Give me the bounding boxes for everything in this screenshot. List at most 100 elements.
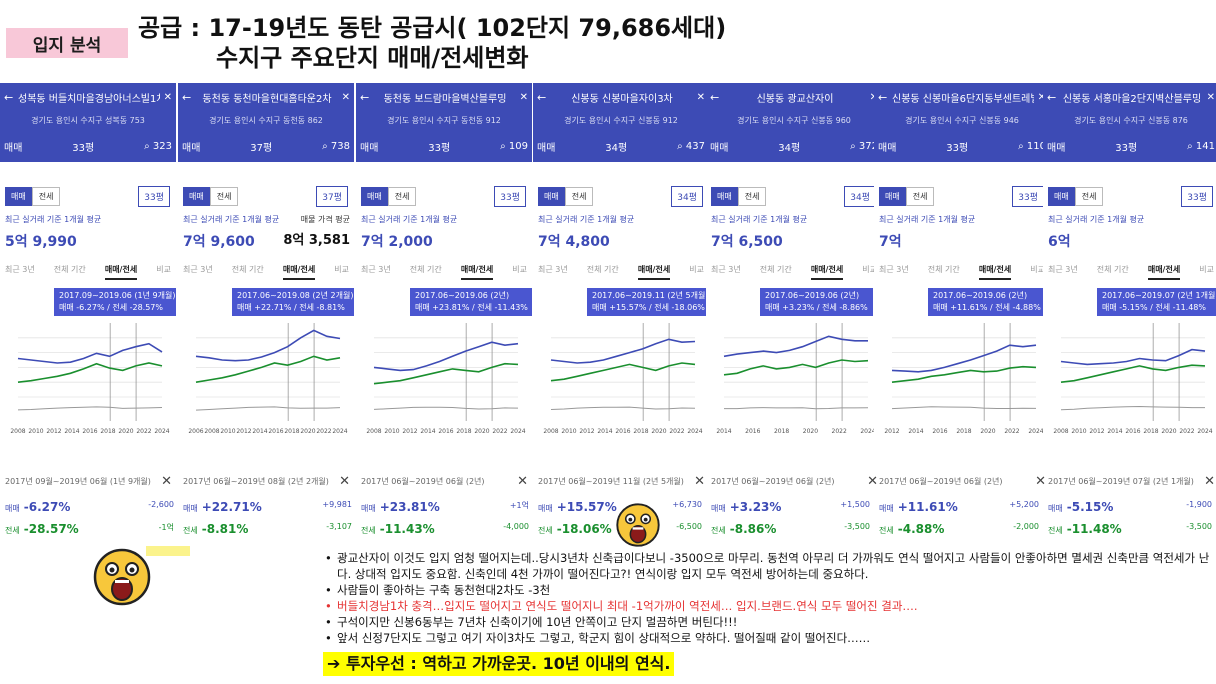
size-dropdown[interactable]: 33평 (138, 186, 170, 207)
deal-type-select[interactable]: 매매 (1047, 142, 1066, 154)
close-icon[interactable]: ✕ (163, 92, 172, 103)
size-select[interactable]: 33평 (72, 142, 95, 154)
deal-type-select[interactable]: 매매 (360, 142, 379, 154)
tab-jeonse[interactable]: 전세 (387, 187, 417, 206)
comment-count[interactable]: ⌕ 437 (677, 141, 705, 152)
back-arrow-icon[interactable]: ← (537, 91, 547, 104)
apartment-address: 경기도 용인시 수지구 동천동 912 (387, 116, 501, 125)
period-tab[interactable]: 비교 (156, 265, 171, 274)
close-icon[interactable]: ✕ (867, 474, 878, 489)
period-tab[interactable]: 최근 3년 (538, 265, 568, 274)
back-arrow-icon[interactable]: ← (878, 91, 888, 104)
deal-type-select[interactable]: 매매 (4, 142, 23, 154)
back-arrow-icon[interactable]: ← (360, 91, 370, 104)
period-tab[interactable]: 전체 기간 (231, 265, 264, 274)
period-tab[interactable]: 매매/전세 (460, 264, 494, 280)
period-tab[interactable]: 전체 기간 (759, 265, 792, 274)
x-tick-label: 2022 (1004, 428, 1019, 435)
period-tab[interactable]: 최근 3년 (5, 265, 35, 274)
size-select[interactable]: 33평 (946, 142, 969, 154)
tab-jeonse[interactable]: 전세 (1074, 187, 1104, 206)
period-tab[interactable]: 최근 3년 (711, 265, 741, 274)
close-icon[interactable]: ✕ (1206, 92, 1215, 103)
close-icon[interactable]: ✕ (341, 92, 350, 103)
period-tab[interactable]: 전체 기간 (586, 265, 619, 274)
comment-count-value: 110 (1026, 140, 1046, 152)
close-icon[interactable]: ✕ (696, 92, 705, 103)
period-tab[interactable]: 비교 (862, 265, 877, 274)
period-tab[interactable]: 전체 기간 (927, 265, 960, 274)
close-icon[interactable]: ✕ (519, 92, 528, 103)
period-tab[interactable]: 매매/전세 (978, 264, 1012, 280)
period-tab[interactable]: 매매/전세 (810, 264, 844, 280)
tab-sale[interactable]: 매매 (879, 187, 906, 206)
tab-jeonse[interactable]: 전세 (209, 187, 239, 206)
size-dropdown[interactable]: 33평 (494, 186, 526, 207)
tab-jeonse[interactable]: 전세 (737, 187, 767, 206)
back-arrow-icon[interactable]: ← (4, 91, 14, 104)
period-tab[interactable]: 비교 (512, 265, 527, 274)
period-tab[interactable]: 비교 (689, 265, 704, 274)
tab-sale[interactable]: 매매 (538, 187, 565, 206)
size-select[interactable]: 37평 (250, 142, 273, 154)
size-dropdown[interactable]: 37평 (316, 186, 348, 207)
close-icon[interactable]: ✕ (1035, 474, 1046, 489)
size-select[interactable]: 34평 (778, 142, 801, 154)
close-icon[interactable]: ✕ (339, 474, 350, 489)
back-arrow-icon[interactable]: ← (1047, 91, 1057, 104)
period-tab[interactable]: 최근 3년 (183, 265, 213, 274)
period-tab[interactable]: 매매/전세 (104, 264, 138, 280)
size-dropdown[interactable]: 33평 (1012, 186, 1044, 207)
close-icon[interactable]: ✕ (866, 92, 878, 103)
size-dropdown[interactable]: 34평 (671, 186, 703, 207)
size-select[interactable]: 33평 (1115, 142, 1138, 154)
period-tab[interactable]: 최근 3년 (361, 265, 391, 274)
close-icon[interactable]: ✕ (694, 474, 705, 489)
period-tab[interactable]: 비교 (1030, 265, 1045, 274)
period-tab[interactable]: 비교 (334, 265, 349, 274)
period-tab[interactable]: 매매/전세 (637, 264, 671, 280)
deal-type-select[interactable]: 매매 (878, 142, 897, 154)
filter-bar: 매매 37평 ⌕ 738 (178, 130, 354, 162)
apartment-panel: ← 동천동 보드람마을벽산블루밍 ✕ 경기도 용인시 수지구 동천동 912 매매 33평… (356, 83, 532, 458)
period-tab[interactable]: 최근 3년 (879, 265, 909, 274)
tab-sale[interactable]: 매매 (183, 187, 210, 206)
comment-count[interactable]: ⌕ 372 (850, 141, 878, 152)
tab-sale[interactable]: 매매 (711, 187, 738, 206)
size-select[interactable]: 34평 (605, 142, 628, 154)
period-tab[interactable]: 비교 (1199, 265, 1214, 274)
period-tab[interactable]: 매매/전세 (282, 264, 316, 280)
period-tab[interactable]: 전체 기간 (409, 265, 442, 274)
period-tab[interactable]: 최근 3년 (1048, 265, 1078, 274)
tab-jeonse[interactable]: 전세 (564, 187, 594, 206)
jeonse-ratio-line (891, 406, 1037, 410)
comment-count[interactable]: ⌕ 141 (1187, 141, 1215, 152)
size-dropdown[interactable]: 34평 (844, 186, 876, 207)
comment-count[interactable]: ⌕ 738 (322, 141, 350, 152)
size-dropdown[interactable]: 33평 (1181, 186, 1213, 207)
comment-count[interactable]: ⌕ 323 (144, 141, 172, 152)
comment-count[interactable]: ⌕ 109 (500, 141, 528, 152)
close-icon[interactable]: ✕ (1204, 474, 1215, 489)
period-tab[interactable]: 전체 기간 (1096, 265, 1129, 274)
tab-sale[interactable]: 매매 (1048, 187, 1075, 206)
chat-icon: ⌕ (1018, 140, 1027, 152)
close-icon[interactable]: ✕ (517, 474, 528, 489)
size-select[interactable]: 33평 (428, 142, 451, 154)
x-tick-label: 2010 (561, 428, 576, 435)
deal-type-select[interactable]: 매매 (710, 142, 729, 154)
comment-count[interactable]: ⌕ 110 (1018, 141, 1046, 152)
tab-sale[interactable]: 매매 (361, 187, 388, 206)
period-tab[interactable]: 전체 기간 (53, 265, 86, 274)
deal-type-select[interactable]: 매매 (537, 142, 556, 154)
filter-bar: 매매 33평 ⌕ 110 (874, 130, 1050, 162)
tab-jeonse[interactable]: 전세 (31, 187, 61, 206)
back-arrow-icon[interactable]: ← (182, 91, 192, 104)
close-icon[interactable]: ✕ (1037, 92, 1046, 103)
tab-sale[interactable]: 매매 (5, 187, 32, 206)
back-arrow-icon[interactable]: ← (710, 91, 720, 104)
tab-jeonse[interactable]: 전세 (905, 187, 935, 206)
deal-type-select[interactable]: 매매 (182, 142, 201, 154)
period-tab[interactable]: 매매/전세 (1147, 264, 1181, 280)
close-icon[interactable]: ✕ (161, 474, 172, 489)
